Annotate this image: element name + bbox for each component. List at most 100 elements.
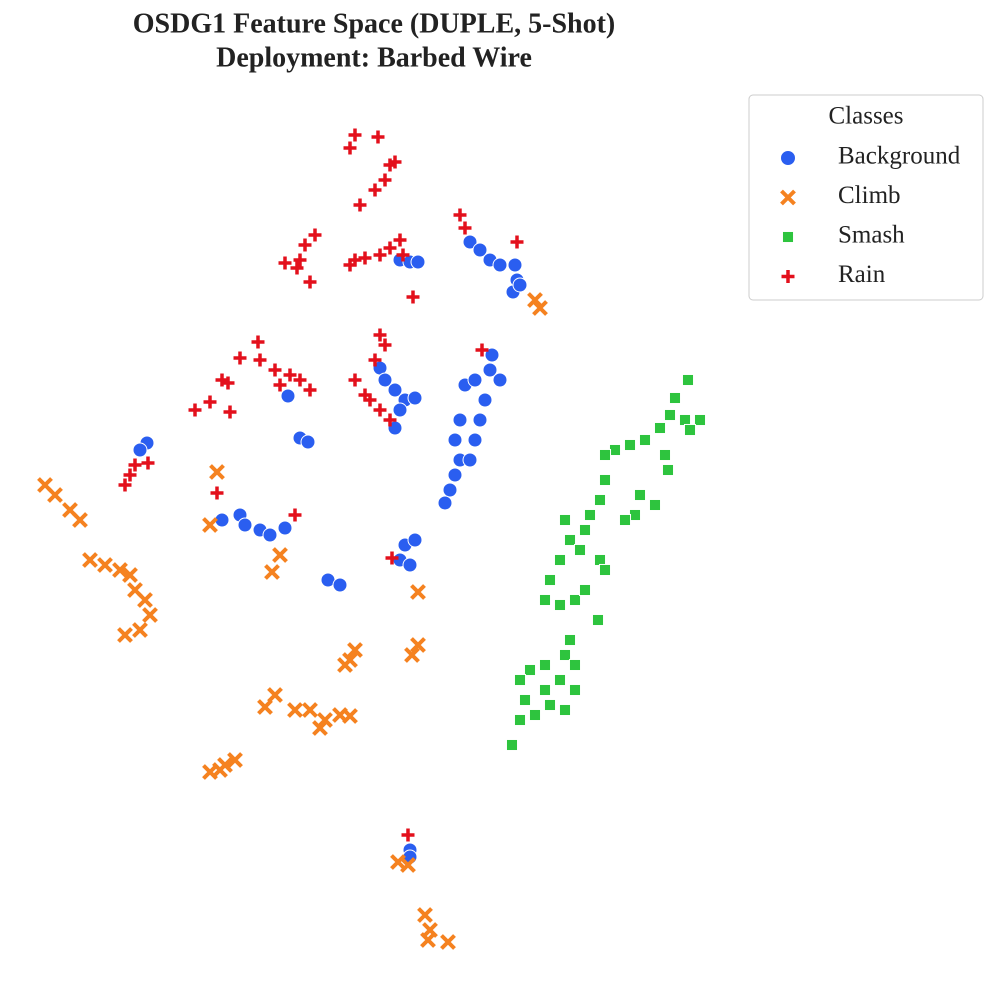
legend-marker — [780, 150, 796, 166]
point — [462, 234, 478, 250]
point — [368, 183, 382, 197]
point — [417, 907, 433, 923]
point — [257, 699, 273, 715]
point — [563, 533, 577, 547]
point — [458, 221, 472, 235]
point — [573, 543, 587, 557]
point — [628, 508, 642, 522]
point — [122, 567, 138, 583]
point — [406, 290, 420, 304]
point — [653, 421, 667, 435]
point — [82, 552, 98, 568]
point — [273, 378, 287, 392]
point — [202, 517, 218, 533]
point — [212, 762, 228, 778]
point — [492, 372, 508, 388]
point — [505, 738, 519, 752]
point — [210, 486, 224, 500]
point — [371, 130, 385, 144]
point — [538, 683, 552, 697]
point — [283, 368, 297, 382]
point — [553, 598, 567, 612]
point — [681, 373, 695, 387]
point — [348, 373, 362, 387]
point — [477, 392, 493, 408]
point — [693, 413, 707, 427]
point — [378, 338, 392, 352]
point — [293, 253, 307, 267]
point — [377, 372, 393, 388]
point — [553, 673, 567, 687]
point — [277, 520, 293, 536]
point — [278, 256, 292, 270]
point — [442, 482, 458, 498]
point — [383, 413, 397, 427]
point — [337, 657, 353, 673]
point — [188, 403, 202, 417]
point — [591, 613, 605, 627]
point — [593, 493, 607, 507]
point — [293, 373, 307, 387]
point — [512, 277, 528, 293]
point — [215, 373, 229, 387]
point — [623, 438, 637, 452]
point — [348, 128, 362, 142]
point — [373, 403, 387, 417]
point — [253, 353, 267, 367]
point — [118, 478, 132, 492]
point — [363, 393, 377, 407]
point — [507, 257, 523, 273]
point — [343, 141, 357, 155]
point — [668, 391, 682, 405]
point — [638, 433, 652, 447]
point — [482, 362, 498, 378]
point — [407, 532, 423, 548]
legend-marker — [780, 189, 796, 206]
point — [303, 383, 317, 397]
point — [142, 607, 158, 623]
point — [678, 413, 692, 427]
point — [312, 720, 328, 736]
point — [527, 292, 543, 308]
point — [538, 593, 552, 607]
point — [343, 258, 357, 272]
point — [373, 248, 387, 262]
point — [262, 527, 278, 543]
point — [302, 702, 318, 718]
point — [300, 434, 316, 450]
point — [523, 663, 537, 677]
point — [453, 208, 467, 222]
point — [383, 241, 397, 255]
point — [137, 592, 153, 608]
point — [467, 372, 483, 388]
point — [553, 553, 567, 567]
point — [528, 708, 542, 722]
point — [400, 857, 416, 873]
point — [618, 513, 632, 527]
point — [368, 353, 382, 367]
point — [447, 432, 463, 448]
point — [518, 693, 532, 707]
point — [563, 633, 577, 647]
point — [251, 335, 265, 349]
point — [608, 443, 622, 457]
point — [347, 642, 363, 658]
point — [410, 254, 426, 270]
point — [633, 488, 647, 502]
point — [388, 155, 402, 169]
legend-title: Classes — [829, 103, 904, 130]
point — [661, 463, 675, 477]
point — [578, 583, 592, 597]
point — [538, 658, 552, 672]
point — [287, 702, 303, 718]
point — [462, 452, 478, 468]
point — [440, 934, 456, 950]
point — [513, 673, 527, 687]
chart-subtitle: Deployment: Barbed Wire — [216, 42, 532, 73]
point — [268, 363, 282, 377]
point — [598, 473, 612, 487]
point — [342, 708, 358, 724]
point — [510, 235, 524, 249]
point — [209, 464, 225, 480]
point — [264, 564, 280, 580]
